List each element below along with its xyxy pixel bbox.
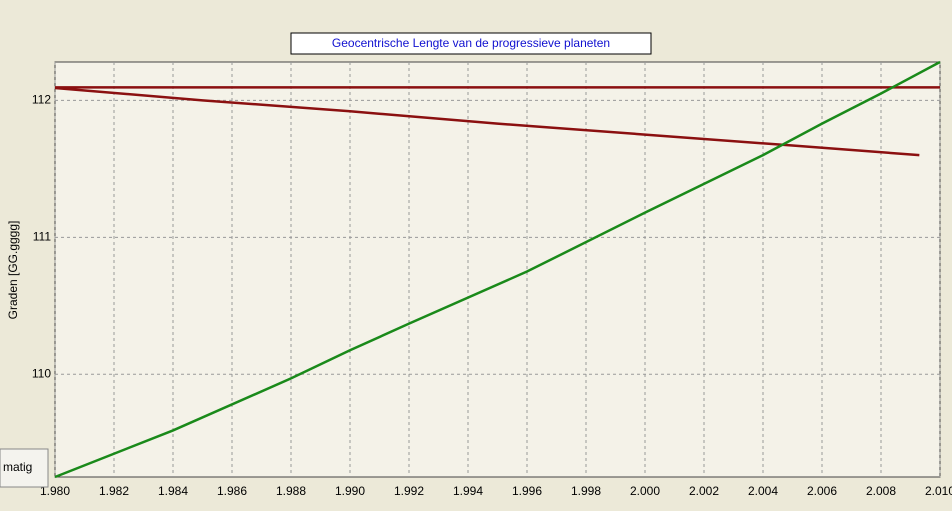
x-tick-label: 2.004 (748, 484, 778, 498)
button-label[interactable]: matig (3, 460, 32, 474)
x-tick-label: 1.980 (40, 484, 70, 498)
plot-area (54, 61, 941, 478)
line (54, 60, 941, 479)
x-tick-label: 1.984 (158, 484, 188, 498)
x-tick-label: 2.002 (689, 484, 719, 498)
y-tick-label: 112 (32, 93, 51, 107)
x-tick-label: 2.008 (866, 484, 896, 498)
x-tick-label: 1.990 (335, 484, 365, 498)
button[interactable] (0, 448, 49, 488)
chart-title: Geocentrische Lengte van de progressieve… (332, 36, 610, 50)
x-tick-label: 1.992 (394, 484, 424, 498)
x-tick-label: 1.998 (571, 484, 601, 498)
y-tick-label: 110 (32, 366, 51, 380)
y-tick-label: 111 (33, 229, 52, 243)
y-axis-label: Graden [GG.gggg] (6, 221, 20, 320)
x-tick-label: 1.986 (217, 484, 247, 498)
line (54, 86, 920, 157)
x-tick-label: 1.988 (276, 484, 306, 498)
title-box (290, 32, 652, 55)
x-tick-label: 2.010 (925, 484, 952, 498)
x-tick-label: 2.006 (807, 484, 837, 498)
x-tick-label: 1.996 (512, 484, 542, 498)
x-tick-label: 1.994 (453, 484, 483, 498)
x-tick-label: 2.000 (630, 484, 660, 498)
x-tick-label: 1.982 (99, 484, 129, 498)
